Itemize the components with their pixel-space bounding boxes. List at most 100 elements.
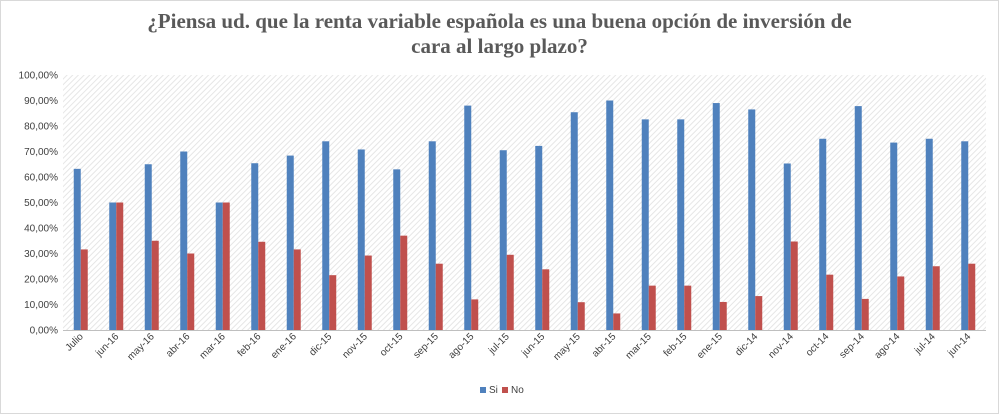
x-tick-label: dic-14 xyxy=(733,331,760,358)
bar-no xyxy=(826,274,834,330)
bar-si xyxy=(499,150,507,330)
bar-si xyxy=(854,106,862,330)
bar-si xyxy=(393,169,401,330)
plot-area-background xyxy=(63,75,986,330)
y-tick-label: 10,00% xyxy=(24,300,58,311)
bar-si xyxy=(677,119,685,331)
bar-no xyxy=(329,275,337,330)
legend-label-si: Si xyxy=(489,385,498,396)
bar-no xyxy=(648,285,656,330)
bar-si xyxy=(641,119,649,331)
bar-si xyxy=(428,141,436,330)
x-tick-label: ago-14 xyxy=(873,331,903,361)
x-tick-label: ene-16 xyxy=(269,331,299,361)
bar-si xyxy=(73,168,81,330)
bar-si xyxy=(783,163,791,330)
y-tick-label: 60,00% xyxy=(24,173,58,184)
bar-no xyxy=(897,276,905,330)
x-tick-label: jun-14 xyxy=(945,331,973,359)
bar-si xyxy=(961,141,969,330)
bar-si xyxy=(606,100,614,330)
x-tick-label: ene-15 xyxy=(695,331,725,361)
bar-si xyxy=(180,151,188,330)
bar-no xyxy=(80,249,88,330)
x-tick-label: oct-15 xyxy=(378,331,406,359)
x-tick-label: abr-15 xyxy=(590,331,619,360)
x-tick-label: mar-16 xyxy=(198,331,228,361)
x-tick-label: jun-15 xyxy=(519,331,547,359)
x-tick-label: nov-14 xyxy=(766,331,796,361)
bar-no xyxy=(755,296,763,330)
x-tick-label: oct-14 xyxy=(804,331,832,359)
x-axis: Julio jun-16 may-16 abr-16 mar-16 feb-16 ene-1… xyxy=(63,330,986,363)
bar-si xyxy=(357,149,365,330)
x-tick-label: abr-16 xyxy=(164,331,193,360)
bar-no xyxy=(790,241,798,330)
legend: Si No xyxy=(480,385,524,396)
bar-no xyxy=(542,269,550,330)
bar-no xyxy=(968,263,976,330)
chart-title-line-2: cara al largo plazo? xyxy=(411,34,588,58)
bar-si xyxy=(251,163,259,330)
bar-no xyxy=(613,313,621,330)
bar-si xyxy=(712,103,720,330)
bar-no xyxy=(116,202,124,330)
bar-si xyxy=(535,145,543,330)
x-tick-label: may-15 xyxy=(552,331,584,363)
x-tick-label: sep-15 xyxy=(411,331,441,361)
y-tick-label: 80,00% xyxy=(24,122,58,133)
y-tick-label: 50,00% xyxy=(24,198,58,209)
bar-no xyxy=(258,241,266,330)
bar-si xyxy=(464,105,472,330)
y-tick-label: 70,00% xyxy=(24,147,58,158)
y-tick-label: 0,00% xyxy=(30,326,58,337)
bar-no xyxy=(861,298,869,330)
bar-si xyxy=(215,202,223,330)
x-tick-label: jul-15 xyxy=(486,331,512,357)
bar-no xyxy=(364,255,372,330)
bar-no xyxy=(719,301,727,330)
chart-title: ¿Piensa ud. que la renta variable españo… xyxy=(0,9,999,59)
legend-label-no: No xyxy=(511,385,524,396)
bar-no xyxy=(293,249,301,330)
chart-title-line-1: ¿Piensa ud. que la renta variable españo… xyxy=(147,9,852,33)
bar-si xyxy=(925,138,933,330)
bar-no xyxy=(222,202,230,330)
y-axis: 0,00% 10,00% 20,00% 30,00% 40,00% 50,00% 60,00… xyxy=(19,71,59,337)
bar-no xyxy=(684,285,692,330)
legend-swatch-no xyxy=(502,387,508,393)
y-tick-label: 40,00% xyxy=(24,224,58,235)
bar-si xyxy=(109,202,117,330)
y-tick-label: 20,00% xyxy=(24,275,58,286)
bar-no xyxy=(187,253,195,330)
bar-si xyxy=(322,141,330,330)
bar-si xyxy=(819,138,827,330)
bar-no xyxy=(577,302,585,330)
bar-no xyxy=(435,263,443,330)
y-tick-label: 100,00% xyxy=(19,71,59,82)
bar-si xyxy=(144,164,152,330)
bar-no xyxy=(471,299,479,330)
x-tick-label: nov-15 xyxy=(340,331,370,361)
x-tick-label: feb-15 xyxy=(662,331,690,359)
bars xyxy=(73,100,976,331)
x-tick-label: sep-14 xyxy=(837,331,867,361)
x-tick-label: Julio xyxy=(64,331,87,354)
bar-si xyxy=(748,109,756,331)
legend-swatch-si xyxy=(480,387,486,393)
bar-si xyxy=(570,112,578,330)
x-tick-label: dic-15 xyxy=(307,331,334,358)
x-tick-label: feb-16 xyxy=(236,331,264,359)
bar-si xyxy=(890,142,898,330)
x-tick-label: may-16 xyxy=(126,331,158,363)
x-tick-label: jul-14 xyxy=(912,331,938,357)
bar-si xyxy=(286,155,294,330)
bar-no xyxy=(151,240,159,330)
x-tick-label: ago-15 xyxy=(447,331,477,361)
bar-no xyxy=(400,235,408,330)
x-tick-label: mar-15 xyxy=(624,331,654,361)
y-tick-label: 30,00% xyxy=(24,249,58,260)
x-tick-label: jun-16 xyxy=(93,331,121,359)
bar-no xyxy=(932,266,940,330)
